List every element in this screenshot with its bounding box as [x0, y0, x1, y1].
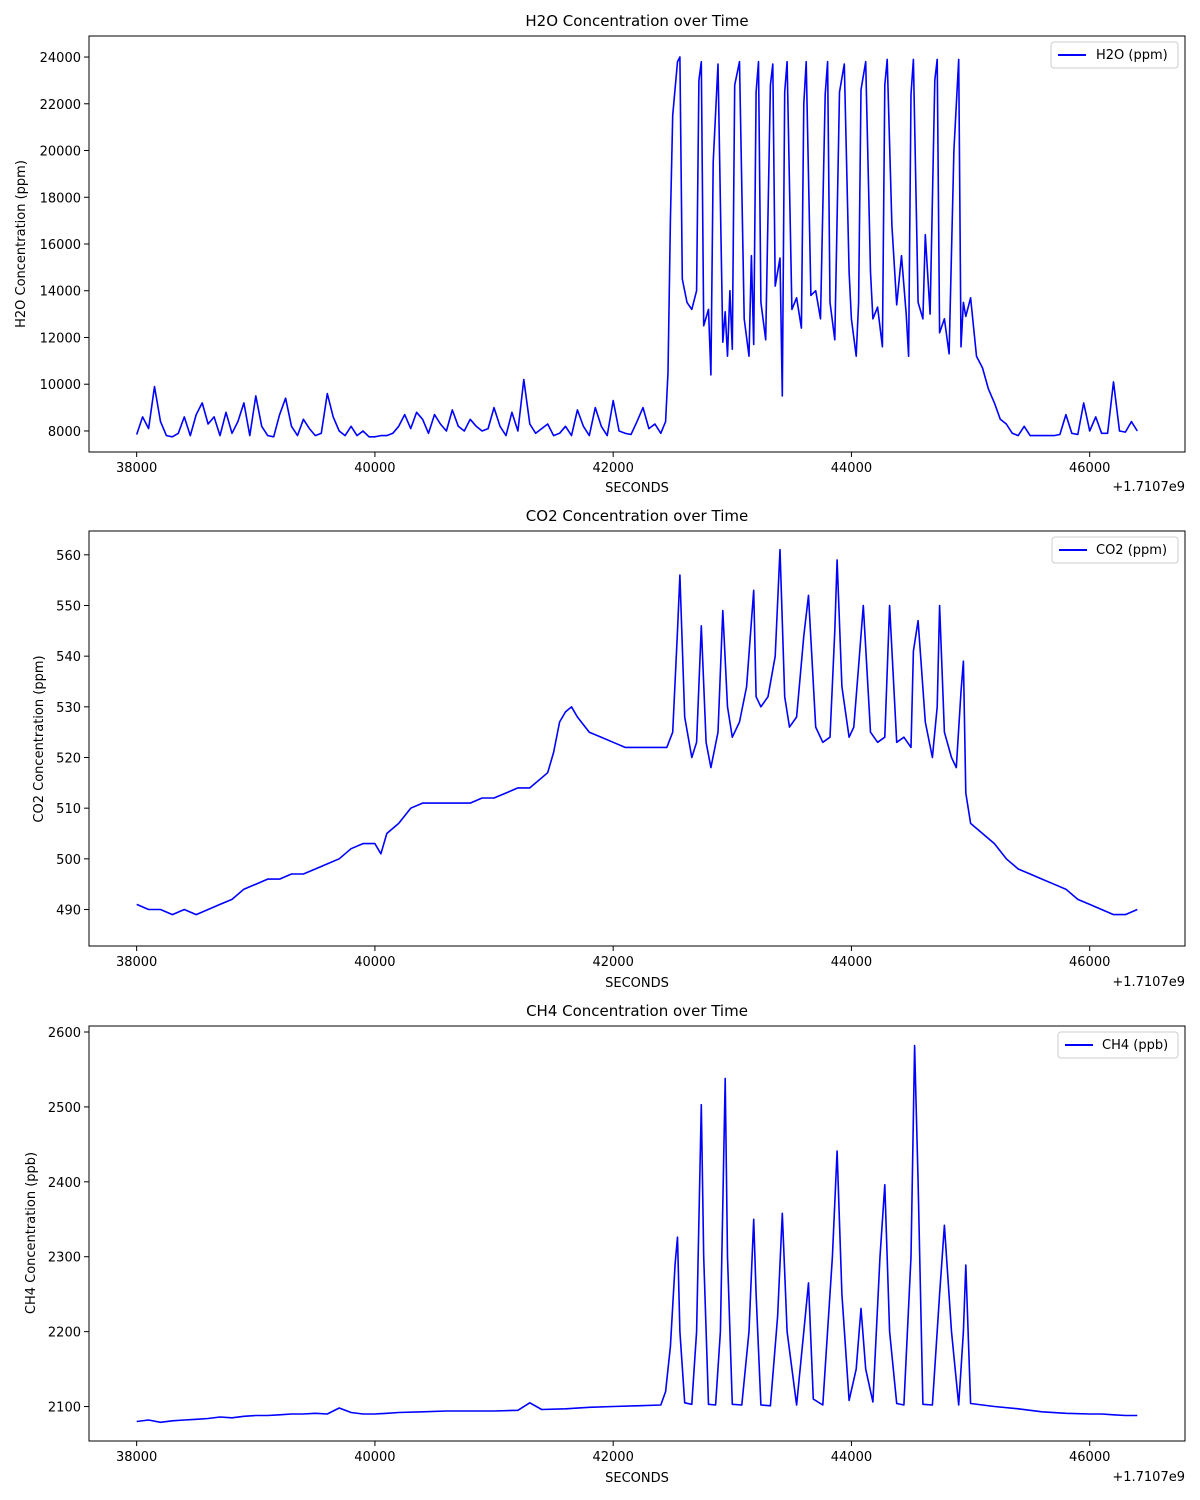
co2-y-tick-label: 500: [56, 853, 81, 868]
ch4-title: CH4 Concentration over Time: [526, 1002, 748, 1020]
h2o-y-tick-label: 14000: [40, 285, 81, 300]
ch4-series-line: [136, 1044, 1138, 1424]
h2o-y-tick-label: 24000: [40, 51, 81, 66]
h2o-y-tick-label: 16000: [40, 238, 81, 253]
ch4-subplot: CH4 Concentration over Time SECONDS CH4 …: [24, 1002, 1186, 1486]
h2o-x-tick-label: 42000: [592, 461, 633, 476]
ch4-x-offset-label: +1.7107e9: [1112, 1470, 1185, 1485]
co2-series-line: [136, 548, 1138, 916]
co2-y-axis-label: CO2 Concentration (ppm): [32, 655, 47, 822]
h2o-y-tick-label: 18000: [40, 191, 81, 206]
h2o-subplot: H2O Concentration over Time SECONDS H2O …: [14, 12, 1186, 496]
co2-y-tick-label: 540: [56, 650, 81, 665]
h2o-y-tick-label: 10000: [40, 378, 81, 393]
co2-y-tick-label: 490: [56, 904, 81, 919]
co2-x-tick-label: 38000: [116, 955, 157, 970]
co2-x-tick-label: 44000: [831, 955, 872, 970]
h2o-y-tick-label: 8000: [48, 425, 81, 440]
co2-x-axis-label: SECONDS: [605, 976, 669, 991]
h2o-y-axis-label: H2O Concentration (ppm): [14, 160, 29, 328]
ch4-y-tick-label: 2100: [48, 1401, 81, 1416]
ch4-y-tick-label: 2400: [48, 1176, 81, 1191]
h2o-y-tick-label: 22000: [40, 98, 81, 113]
h2o-plot-area: [88, 35, 1186, 453]
co2-x-tick-label: 42000: [592, 955, 633, 970]
ch4-y-tick-label: 2500: [48, 1101, 81, 1116]
ch4-x-tick-label: 42000: [592, 1450, 633, 1465]
h2o-x-axis-label: SECONDS: [605, 481, 669, 496]
h2o-x-offset-label: +1.7107e9: [1112, 480, 1185, 495]
ch4-x-axis-label: SECONDS: [605, 1471, 669, 1486]
h2o-y-tick-label: 12000: [40, 331, 81, 346]
h2o-y-tick-label: 20000: [40, 145, 81, 160]
ch4-x-tick-label: 40000: [354, 1450, 395, 1465]
ch4-legend: CH4 (ppb): [1057, 1031, 1179, 1059]
co2-x-tick-label: 46000: [1069, 955, 1110, 970]
h2o-title: H2O Concentration over Time: [525, 12, 748, 30]
h2o-x-tick-label: 44000: [831, 461, 872, 476]
co2-x-offset-label: +1.7107e9: [1112, 975, 1185, 990]
co2-y-tick-label: 510: [56, 802, 81, 817]
h2o-series-line: [135, 56, 1138, 438]
ch4-x-tick-label: 38000: [116, 1450, 157, 1465]
ch4-x-tick-label: 46000: [1069, 1450, 1110, 1465]
ch4-legend-label: CH4 (ppb): [1102, 1038, 1168, 1053]
h2o-legend-label: H2O (ppm): [1096, 48, 1168, 63]
h2o-legend-box: [1050, 41, 1179, 69]
h2o-x-tick-label: 38000: [116, 461, 157, 476]
ch4-y-axis-label: CH4 Concentration (ppb): [24, 1152, 39, 1314]
h2o-legend: H2O (ppm): [1050, 41, 1179, 69]
ch4-y-tick-label: 2300: [48, 1251, 81, 1266]
co2-legend-box: [1051, 536, 1179, 564]
ch4-x-tick-label: 44000: [831, 1450, 872, 1465]
ch4-y-tick-label: 2600: [48, 1026, 81, 1041]
co2-y-tick-label: 560: [56, 549, 81, 564]
co2-legend: CO2 (ppm): [1051, 536, 1179, 564]
h2o-x-tick-label: 40000: [354, 461, 395, 476]
co2-legend-label: CO2 (ppm): [1096, 543, 1167, 558]
co2-subplot: CO2 Concentration over Time SECONDS CO2 …: [32, 507, 1186, 991]
ch4-plot-area: [88, 1025, 1186, 1442]
h2o-x-tick-label: 46000: [1069, 461, 1110, 476]
co2-y-tick-label: 530: [56, 701, 81, 716]
ch4-y-tick-label: 2200: [48, 1326, 81, 1341]
co2-x-tick-label: 40000: [354, 955, 395, 970]
ch4-legend-box: [1057, 1031, 1179, 1059]
co2-title: CO2 Concentration over Time: [526, 507, 748, 525]
co2-y-tick-label: 550: [56, 599, 81, 614]
co2-plot-area: [88, 530, 1186, 947]
co2-y-tick-label: 520: [56, 752, 81, 767]
